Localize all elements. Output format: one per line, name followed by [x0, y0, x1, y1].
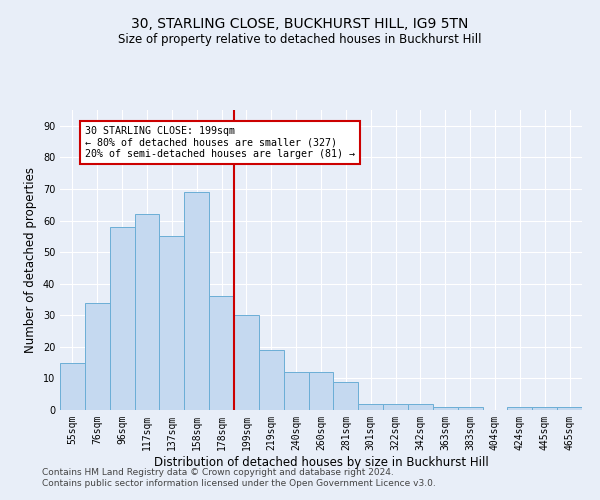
X-axis label: Distribution of detached houses by size in Buckhurst Hill: Distribution of detached houses by size …: [154, 456, 488, 468]
Bar: [85, 302, 110, 410]
Bar: [184, 192, 209, 410]
Bar: [433, 407, 458, 410]
Bar: [134, 214, 160, 410]
Y-axis label: Number of detached properties: Number of detached properties: [24, 167, 37, 353]
Bar: [458, 407, 482, 410]
Bar: [160, 236, 184, 410]
Bar: [508, 407, 532, 410]
Bar: [532, 407, 557, 410]
Text: Contains HM Land Registry data © Crown copyright and database right 2024.
Contai: Contains HM Land Registry data © Crown c…: [42, 468, 436, 487]
Bar: [110, 227, 134, 410]
Bar: [284, 372, 308, 410]
Bar: [209, 296, 234, 410]
Bar: [383, 404, 408, 410]
Bar: [308, 372, 334, 410]
Text: 30, STARLING CLOSE, BUCKHURST HILL, IG9 5TN: 30, STARLING CLOSE, BUCKHURST HILL, IG9 …: [131, 18, 469, 32]
Text: Size of property relative to detached houses in Buckhurst Hill: Size of property relative to detached ho…: [118, 32, 482, 46]
Bar: [358, 404, 383, 410]
Bar: [408, 404, 433, 410]
Bar: [557, 407, 582, 410]
Bar: [60, 362, 85, 410]
Bar: [234, 316, 259, 410]
Bar: [334, 382, 358, 410]
Text: 30 STARLING CLOSE: 199sqm
← 80% of detached houses are smaller (327)
20% of semi: 30 STARLING CLOSE: 199sqm ← 80% of detac…: [85, 126, 355, 159]
Bar: [259, 350, 284, 410]
